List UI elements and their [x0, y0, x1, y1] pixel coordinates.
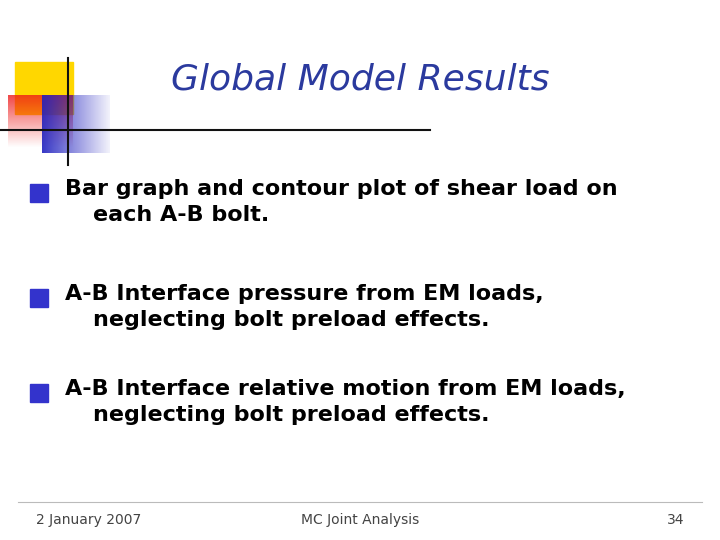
- Text: neglecting bolt preload effects.: neglecting bolt preload effects.: [93, 405, 490, 425]
- Text: MC Joint Analysis: MC Joint Analysis: [301, 513, 419, 527]
- Text: A-B Interface pressure from EM loads,: A-B Interface pressure from EM loads,: [65, 284, 544, 304]
- Text: neglecting bolt preload effects.: neglecting bolt preload effects.: [93, 310, 490, 330]
- Text: Global Model Results: Global Model Results: [171, 63, 549, 97]
- Text: A-B Interface relative motion from EM loads,: A-B Interface relative motion from EM lo…: [65, 379, 626, 399]
- Text: 34: 34: [667, 513, 684, 527]
- Bar: [15, 62, 73, 114]
- Bar: [30, 184, 48, 202]
- Text: each A-B bolt.: each A-B bolt.: [93, 205, 269, 225]
- Bar: [30, 289, 48, 307]
- Text: Bar graph and contour plot of shear load on: Bar graph and contour plot of shear load…: [65, 179, 618, 199]
- Text: 2 January 2007: 2 January 2007: [36, 513, 141, 527]
- Bar: [30, 384, 48, 402]
